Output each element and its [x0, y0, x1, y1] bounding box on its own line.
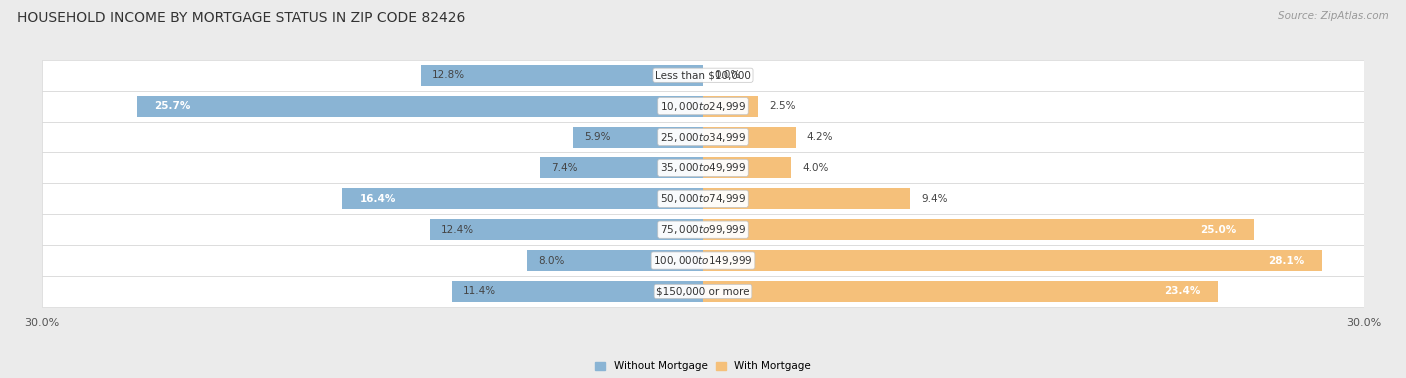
- Bar: [703, 250, 1322, 271]
- Text: 12.4%: 12.4%: [441, 225, 474, 235]
- Bar: [42, 60, 1364, 91]
- Bar: [574, 127, 703, 147]
- Bar: [703, 157, 792, 178]
- Text: 8.0%: 8.0%: [537, 256, 564, 265]
- Bar: [136, 96, 703, 117]
- Text: $35,000 to $49,999: $35,000 to $49,999: [659, 161, 747, 174]
- Text: 0.0%: 0.0%: [714, 70, 741, 80]
- Text: 11.4%: 11.4%: [463, 287, 496, 296]
- Text: Source: ZipAtlas.com: Source: ZipAtlas.com: [1278, 11, 1389, 21]
- Bar: [703, 281, 1219, 302]
- Bar: [703, 219, 1254, 240]
- Text: 28.1%: 28.1%: [1268, 256, 1305, 265]
- Text: 7.4%: 7.4%: [551, 163, 578, 173]
- Bar: [42, 91, 1364, 122]
- Bar: [430, 219, 703, 240]
- Bar: [42, 276, 1364, 307]
- Text: Less than $10,000: Less than $10,000: [655, 70, 751, 80]
- Bar: [703, 96, 758, 117]
- Text: 4.2%: 4.2%: [807, 132, 832, 142]
- Bar: [42, 214, 1364, 245]
- Text: 2.5%: 2.5%: [769, 101, 796, 111]
- Text: $75,000 to $99,999: $75,000 to $99,999: [659, 223, 747, 236]
- Bar: [703, 127, 796, 147]
- Text: 5.9%: 5.9%: [583, 132, 610, 142]
- Bar: [527, 250, 703, 271]
- Text: $25,000 to $34,999: $25,000 to $34,999: [659, 130, 747, 144]
- Text: 4.0%: 4.0%: [801, 163, 828, 173]
- Bar: [540, 157, 703, 178]
- Bar: [42, 245, 1364, 276]
- Bar: [703, 188, 910, 209]
- Bar: [42, 183, 1364, 214]
- Bar: [451, 281, 703, 302]
- Legend: Without Mortgage, With Mortgage: Without Mortgage, With Mortgage: [591, 357, 815, 376]
- Text: $50,000 to $74,999: $50,000 to $74,999: [659, 192, 747, 205]
- Text: 25.7%: 25.7%: [155, 101, 191, 111]
- Bar: [342, 188, 703, 209]
- Text: 23.4%: 23.4%: [1164, 287, 1201, 296]
- Text: 12.8%: 12.8%: [432, 70, 465, 80]
- Text: 16.4%: 16.4%: [360, 194, 395, 204]
- Text: $10,000 to $24,999: $10,000 to $24,999: [659, 100, 747, 113]
- Text: 9.4%: 9.4%: [921, 194, 948, 204]
- Bar: [42, 122, 1364, 152]
- Bar: [42, 152, 1364, 183]
- Text: $150,000 or more: $150,000 or more: [657, 287, 749, 296]
- Text: HOUSEHOLD INCOME BY MORTGAGE STATUS IN ZIP CODE 82426: HOUSEHOLD INCOME BY MORTGAGE STATUS IN Z…: [17, 11, 465, 25]
- Bar: [420, 65, 703, 86]
- Text: 25.0%: 25.0%: [1199, 225, 1236, 235]
- Text: $100,000 to $149,999: $100,000 to $149,999: [654, 254, 752, 267]
